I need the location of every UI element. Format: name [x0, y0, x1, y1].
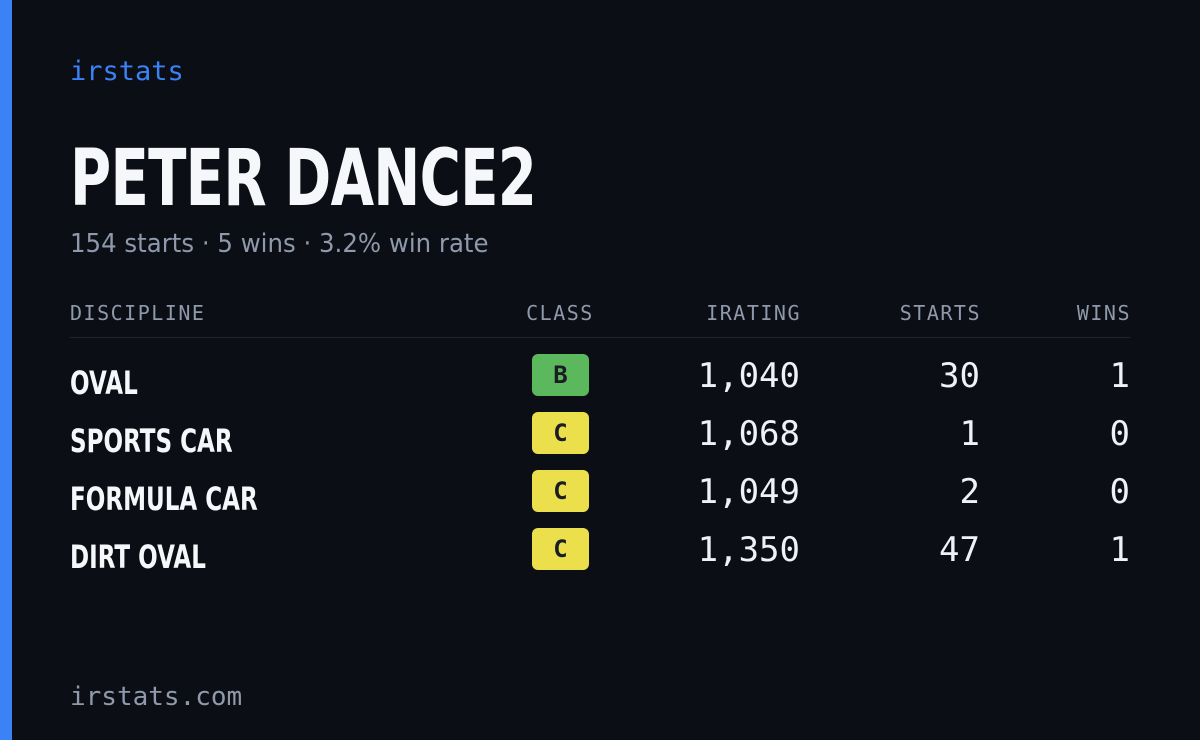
wins: 0	[1109, 414, 1130, 454]
header-irating: IRATING	[706, 301, 801, 325]
header-discipline: DISCIPLINE	[70, 301, 206, 325]
starts: 30	[939, 356, 980, 396]
discipline: FORMULA CAR	[70, 480, 258, 518]
header-rule	[70, 337, 1130, 338]
starts: 2	[959, 472, 980, 512]
irating: 1,049	[697, 472, 800, 512]
footer-url: irstats.com	[70, 682, 243, 712]
header-starts: STARTS	[899, 301, 981, 325]
header-class: CLASS	[526, 301, 594, 325]
brand: irstats	[70, 56, 184, 87]
starts: 1	[959, 414, 980, 454]
starts: 47	[939, 530, 980, 570]
accent-bar	[0, 0, 12, 740]
wins: 1	[1109, 530, 1130, 570]
wins: 0	[1109, 472, 1130, 512]
class-badge: C	[532, 470, 589, 512]
discipline: DIRT OVAL	[70, 538, 206, 576]
driver-name: PETER DANCE2	[70, 134, 537, 224]
class-badge: C	[532, 528, 589, 570]
irating: 1,350	[697, 530, 800, 570]
discipline: SPORTS CAR	[70, 422, 233, 460]
summary: 154 starts · 5 wins · 3.2% win rate	[70, 229, 489, 259]
irating: 1,068	[697, 414, 800, 454]
class-badge: B	[532, 354, 589, 396]
header-wins: WINS	[1076, 301, 1131, 325]
discipline: OVAL	[70, 364, 138, 402]
wins: 1	[1109, 356, 1130, 396]
class-badge: C	[532, 412, 589, 454]
irating: 1,040	[697, 356, 800, 396]
